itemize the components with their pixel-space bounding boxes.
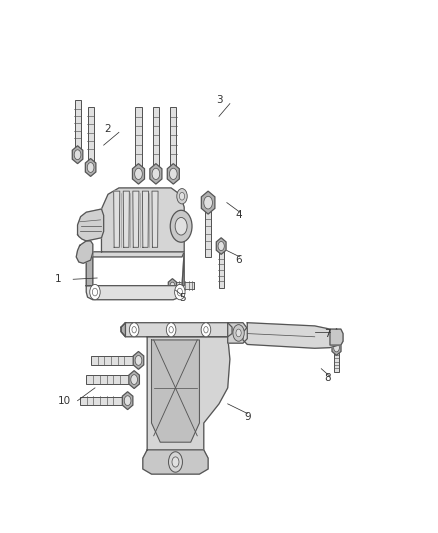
Circle shape — [166, 322, 176, 337]
Text: 1: 1 — [55, 274, 61, 284]
Circle shape — [201, 322, 211, 337]
Polygon shape — [216, 238, 226, 254]
Polygon shape — [152, 340, 199, 442]
Circle shape — [131, 375, 138, 384]
Circle shape — [124, 395, 131, 406]
Circle shape — [175, 285, 185, 300]
Polygon shape — [143, 450, 208, 474]
Polygon shape — [152, 191, 158, 247]
Text: 5: 5 — [179, 294, 185, 303]
Polygon shape — [205, 208, 211, 257]
Polygon shape — [88, 107, 94, 163]
Circle shape — [170, 211, 192, 242]
Polygon shape — [176, 282, 194, 289]
Text: 8: 8 — [325, 373, 331, 383]
Circle shape — [152, 168, 160, 180]
Text: 6: 6 — [235, 255, 242, 265]
Polygon shape — [86, 252, 184, 260]
Polygon shape — [330, 329, 343, 345]
Polygon shape — [332, 340, 341, 356]
Polygon shape — [72, 146, 83, 164]
Polygon shape — [121, 322, 232, 337]
Circle shape — [175, 217, 187, 235]
Circle shape — [135, 356, 142, 365]
Polygon shape — [168, 279, 177, 293]
Circle shape — [177, 189, 187, 204]
Circle shape — [236, 329, 241, 337]
Polygon shape — [121, 322, 125, 337]
Circle shape — [132, 327, 136, 333]
Polygon shape — [91, 356, 135, 365]
Polygon shape — [228, 322, 247, 343]
Text: 7: 7 — [325, 328, 331, 338]
Polygon shape — [334, 353, 339, 372]
Polygon shape — [132, 164, 145, 184]
Polygon shape — [114, 191, 120, 247]
Polygon shape — [78, 209, 104, 241]
Circle shape — [204, 327, 208, 333]
Circle shape — [180, 192, 185, 200]
Circle shape — [90, 285, 100, 300]
Polygon shape — [123, 191, 129, 247]
Circle shape — [169, 327, 173, 333]
Polygon shape — [85, 158, 96, 176]
Circle shape — [129, 322, 139, 337]
Circle shape — [172, 457, 179, 467]
Circle shape — [170, 282, 175, 289]
Text: 3: 3 — [215, 95, 223, 106]
Polygon shape — [182, 252, 184, 286]
Polygon shape — [102, 188, 184, 252]
Polygon shape — [133, 191, 139, 247]
Polygon shape — [147, 337, 230, 463]
Text: 10: 10 — [58, 395, 71, 406]
Polygon shape — [135, 107, 141, 169]
Circle shape — [177, 288, 183, 296]
Circle shape — [74, 150, 81, 159]
Polygon shape — [86, 375, 131, 384]
Text: 2: 2 — [105, 124, 111, 134]
Circle shape — [87, 163, 94, 172]
Polygon shape — [170, 107, 177, 169]
Circle shape — [334, 343, 339, 352]
Circle shape — [218, 241, 224, 251]
Polygon shape — [142, 191, 148, 247]
Polygon shape — [167, 164, 179, 184]
Polygon shape — [129, 370, 139, 389]
Circle shape — [134, 168, 142, 180]
Polygon shape — [150, 164, 162, 184]
Polygon shape — [153, 107, 159, 169]
Text: 9: 9 — [244, 411, 251, 422]
Circle shape — [233, 325, 244, 341]
Circle shape — [170, 168, 177, 180]
Circle shape — [204, 196, 212, 209]
Polygon shape — [133, 351, 144, 369]
Polygon shape — [219, 251, 224, 288]
Polygon shape — [76, 241, 93, 263]
Polygon shape — [86, 286, 182, 300]
Polygon shape — [80, 397, 124, 405]
Text: 4: 4 — [235, 211, 242, 220]
Polygon shape — [243, 322, 339, 348]
Polygon shape — [122, 392, 133, 409]
Polygon shape — [74, 100, 81, 150]
Circle shape — [92, 288, 98, 296]
Polygon shape — [201, 191, 215, 214]
Circle shape — [169, 452, 183, 472]
Polygon shape — [86, 252, 93, 286]
